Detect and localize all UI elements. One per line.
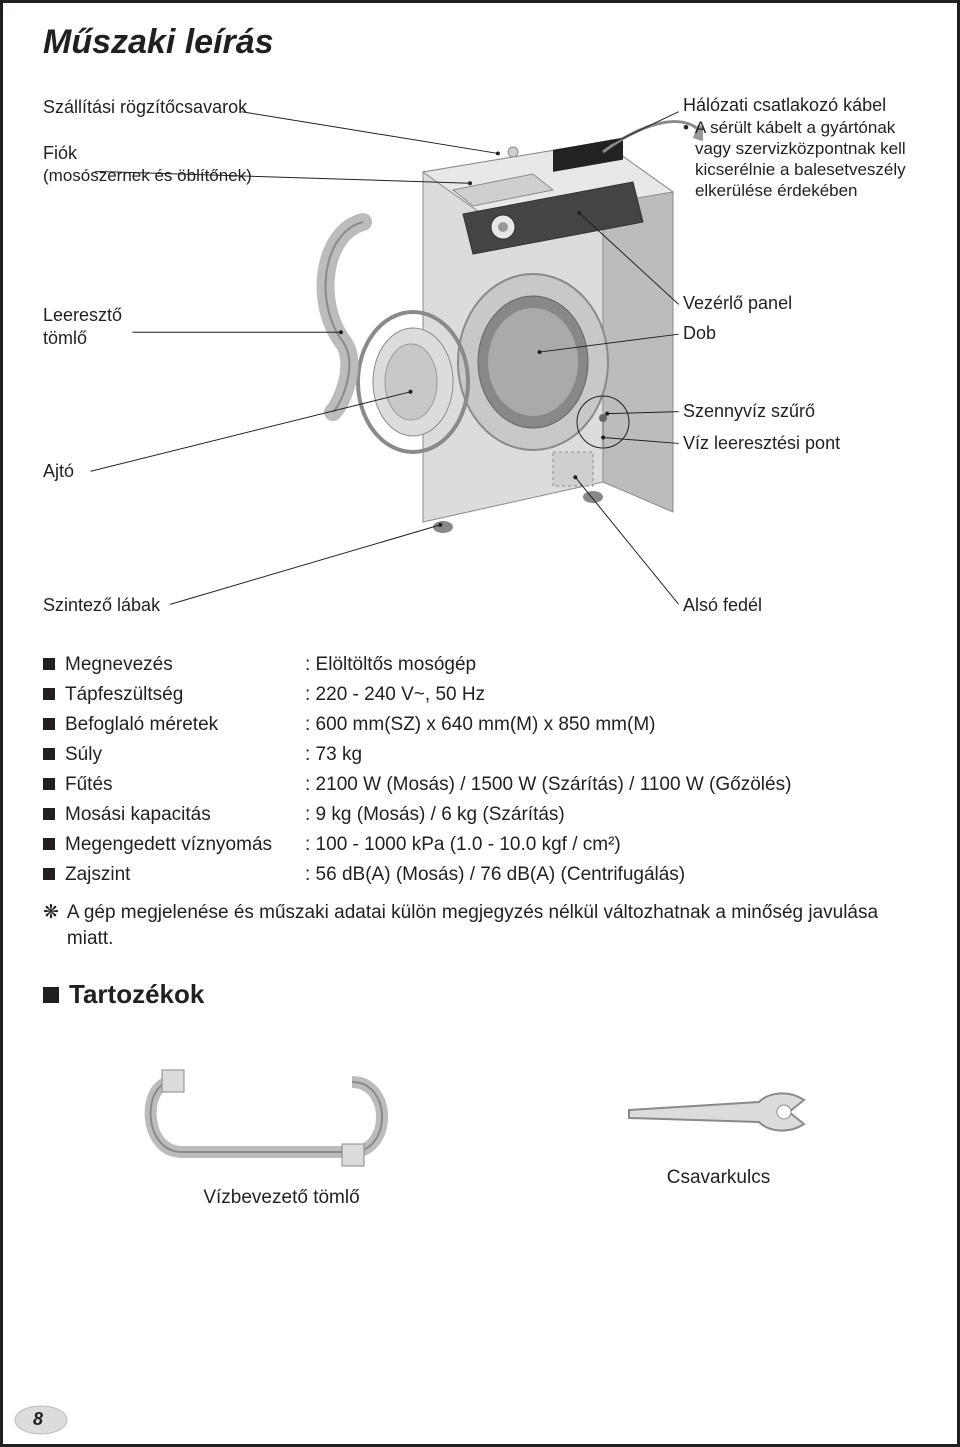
spec-label: Megnevezés: [65, 654, 305, 676]
page-number: 8: [33, 1409, 43, 1430]
callout-power-cord-note: A sérült kábelt a gyártónak vagy szerviz…: [695, 117, 923, 202]
callout-door: Ajtó: [43, 460, 74, 483]
spec-list: Megnevezés: Elöltöltős mosógép Tápfeszül…: [43, 652, 917, 886]
accessory-label: Csavarkulcs: [609, 1167, 829, 1189]
spec-value: : 600 mm(SZ) x 640 mm(M) x 850 mm(M): [305, 714, 917, 736]
spec-value: : 220 - 240 V~, 50 Hz: [305, 684, 917, 706]
callout-levelling-feet: Szintező lábak: [43, 594, 160, 617]
callout-power-cord-title: Hálózati csatlakozó kábel: [683, 94, 923, 117]
spec-row: Mosási kapacitás: 9 kg (Mosás) / 6 kg (S…: [43, 802, 917, 826]
spanner-icon: [609, 1072, 829, 1152]
spec-value: : 9 kg (Mosás) / 6 kg (Szárítás): [305, 804, 917, 826]
technical-diagram: Szállítási rögzítőcsavarok Fiók (mosósze…: [43, 82, 917, 642]
spec-value: : 2100 W (Mosás) / 1500 W (Szárítás) / 1…: [305, 774, 917, 796]
accessory-spanner: Csavarkulcs: [609, 1072, 829, 1189]
spec-row: Fűtés: 2100 W (Mosás) / 1500 W (Szárítás…: [43, 772, 917, 796]
accessories-heading: Tartozékok: [43, 979, 917, 1010]
asterisk-icon: ❋: [43, 900, 59, 951]
square-bullet-icon: [43, 748, 55, 760]
square-bullet-icon: [43, 868, 55, 880]
square-bullet-icon: [43, 778, 55, 790]
page-title: Műszaki leírás: [43, 23, 917, 62]
square-bullet-icon: [43, 808, 55, 820]
accessory-inlet-hose: Vízbevezető tömlő: [132, 1052, 432, 1209]
callout-drawer: Fiók (mosószernek és öblítőnek): [43, 142, 252, 186]
spec-value: : 73 kg: [305, 744, 917, 766]
accessories-area: Vízbevezető tömlő Csavarkulcs: [43, 1040, 917, 1220]
callout-filter: Szennyvíz szűrő: [683, 400, 815, 423]
callout-drawer-title: Fiók: [43, 142, 252, 165]
spec-row: Befoglaló méretek: 600 mm(SZ) x 640 mm(M…: [43, 712, 917, 736]
spec-row: Súly: 73 kg: [43, 742, 917, 766]
square-bullet-icon: [43, 987, 59, 1003]
spec-label: Tápfeszültség: [65, 684, 305, 706]
callout-transit-bolts: Szállítási rögzítőcsavarok: [43, 96, 247, 119]
callout-drain-point: Víz leeresztési pont: [683, 432, 840, 455]
spec-value: : Elöltöltős mosógép: [305, 654, 917, 676]
spec-row: Tápfeszültség: 220 - 240 V~, 50 Hz: [43, 682, 917, 706]
spec-row: Megengedett víznyomás: 100 - 1000 kPa (1…: [43, 832, 917, 856]
spec-label: Befoglaló méretek: [65, 714, 305, 736]
callout-lower-cover: Alsó fedél: [683, 594, 762, 617]
bullet-dot-icon: •: [683, 117, 689, 202]
spec-label: Mosási kapacitás: [65, 804, 305, 826]
spec-label: Fűtés: [65, 774, 305, 796]
spec-row: Zajszint: 56 dB(A) (Mosás) / 76 dB(A) (C…: [43, 862, 917, 886]
square-bullet-icon: [43, 688, 55, 700]
callout-power-cord: Hálózati csatlakozó kábel • A sérült káb…: [683, 94, 923, 202]
callout-drain-hose-text: Leeresztő tömlő: [43, 304, 133, 349]
spec-value: : 56 dB(A) (Mosás) / 76 dB(A) (Centrifug…: [305, 864, 917, 886]
callout-drum: Dob: [683, 322, 716, 345]
square-bullet-icon: [43, 838, 55, 850]
spec-label: Súly: [65, 744, 305, 766]
square-bullet-icon: [43, 658, 55, 670]
callout-drawer-sub: (mosószernek és öblítőnek): [43, 165, 252, 186]
square-bullet-icon: [43, 718, 55, 730]
spec-label: Zajszint: [65, 864, 305, 886]
callout-drain-hose: Leeresztő tömlő: [43, 304, 133, 349]
callout-control-panel: Vezérlő panel: [683, 292, 792, 315]
accessory-label: Vízbevezető tömlő: [132, 1187, 432, 1209]
footnote: ❋ A gép megjelenése és műszaki adatai kü…: [43, 900, 917, 951]
spec-row: Megnevezés: Elöltöltős mosógép: [43, 652, 917, 676]
spec-value: : 100 - 1000 kPa (1.0 - 10.0 kgf / cm²): [305, 834, 917, 856]
spec-label: Megengedett víznyomás: [65, 834, 305, 856]
accessories-title-text: Tartozékok: [69, 979, 204, 1009]
inlet-hose-icon: [132, 1052, 432, 1172]
footnote-text: A gép megjelenése és műszaki adatai külö…: [67, 900, 917, 951]
